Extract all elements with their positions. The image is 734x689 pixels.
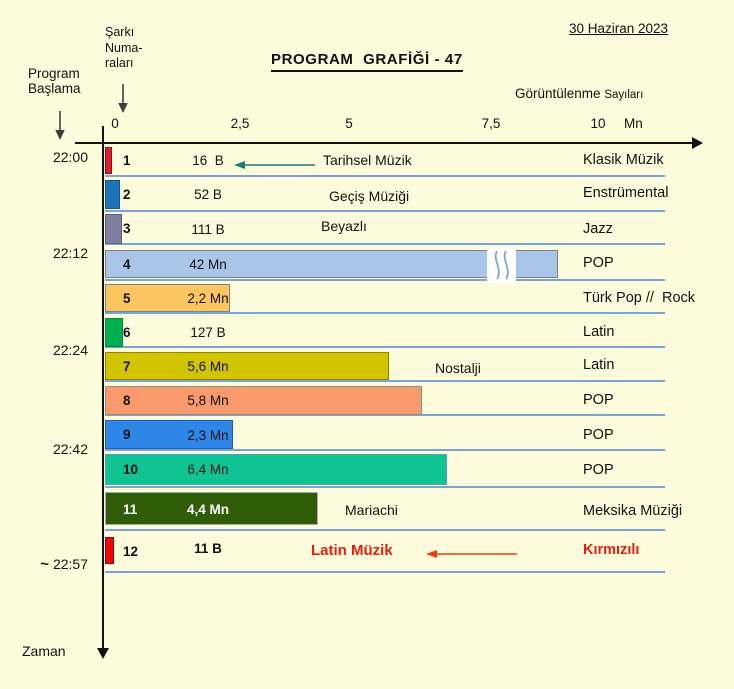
bar-12 [105,537,114,564]
chart-row-7: 7 5,6 Mn Nostalji Latin [105,351,665,382]
program-start-label: Program Başlama [28,66,81,96]
time-tick: 22:12 [52,245,88,261]
plot-area: 1 16 B Tarihsel Müzik Klasik Müzik 2 52 … [105,0,695,689]
song-number: 9 [123,427,131,442]
bar-4 [105,247,558,283]
axis-break [487,247,516,283]
chart-date: 30 Haziran 2023 [569,21,669,36]
genre-label: Enstrümental [583,185,669,201]
genre-label: Latin [583,357,615,373]
y-axis-line [102,126,104,648]
song-number: 6 [123,325,131,340]
bar-7 [105,352,389,380]
chart-row-12: 12 11 B Latin Müzik Kırmızılı [105,533,665,573]
song-number: 12 [123,544,139,559]
x-tick-7-5: 7,5 [481,116,501,131]
y-axis-arrow-icon [97,648,109,659]
x-axis-line [75,142,693,144]
bar-6 [105,318,123,347]
time-tick: 22:57 [52,556,88,572]
song-number: 11 [123,502,138,517]
bar-3 [105,214,122,244]
time-tick: 22:42 [52,441,88,457]
bar-11 [105,492,318,525]
genre-label: Jazz [583,221,613,237]
down-arrow-icon [118,84,128,113]
bar-1 [105,147,112,174]
view-count: 2,3 Mn [187,428,229,443]
views-word: Görüntülenme [515,86,601,101]
chart-row-6: 6 127 B Latin [105,317,665,348]
song-number: 2 [123,187,131,202]
annotation: Geçiş Müziği [329,188,410,204]
left-arrow-icon [426,550,517,558]
bar-9 [105,420,233,449]
chart-row-10: 10 6,4 Mn POP [105,453,665,488]
bar-5 [105,284,230,312]
x-tick-10: 10 [590,116,606,131]
genre-label: Türk Pop // Rock [583,290,696,306]
annotation: Latin Müzik [311,542,393,559]
view-count: 5,8 Mn [187,393,229,408]
approx-tilde: ~ [40,556,50,573]
genre-label: POP [583,392,614,408]
view-count: 111 B [191,222,225,237]
genre-label: POP [583,462,614,478]
time-axis-label: Zaman [22,643,66,659]
x-tick-2-5: 2,5 [230,116,250,131]
annotation: Tarihsel Müzik [323,152,412,168]
annotation: Nostalji [435,360,481,376]
annotation: Beyazlı [321,218,367,234]
view-count: 2,2 Mn [187,291,229,306]
down-arrow-icon [55,111,65,140]
chart-row-11: 11 4,4 Mn Mariachi Meksika Müziği [105,490,682,531]
song-number: 1 [123,153,131,168]
chart-title: PROGRAM GRAFİĞİ - 47 [271,51,463,72]
chart-row-5: 5 2,2 Mn Türk Pop // Rock [105,283,695,314]
view-count: 5,6 Mn [187,359,229,374]
song-number: 7 [123,359,131,374]
views-count-label: Görüntülenme Sayıları [515,86,643,101]
time-tick: 22:24 [52,342,88,358]
chart-row-4: 4 42 Mn POP [105,247,665,283]
bar-8 [105,386,422,415]
view-count: 127 B [190,325,226,340]
x-axis-unit: Mn [624,116,643,131]
genre-label: Latin [583,324,615,340]
x-tick-5: 5 [345,116,353,131]
view-count: 11 B [194,541,222,556]
annotation: Mariachi [345,502,398,518]
view-count: 4,4 Mn [186,502,229,517]
time-tick: 22:00 [52,149,88,165]
chart-row-9: 9 2,3 Mn POP [105,419,665,451]
views-word-2: Sayıları [604,89,644,101]
view-count: 52 B [194,187,222,202]
song-number: 3 [123,221,131,236]
genre-label: Meksika Müziği [583,503,683,519]
view-count: 6,4 Mn [187,462,229,477]
view-count: 16 B [192,153,224,168]
genre-label: POP [583,427,614,443]
view-count: 42 Mn [189,257,227,272]
song-number: 4 [123,257,131,272]
chart-row-8: 8 5,8 Mn POP [105,385,665,416]
x-tick-0: 0 [111,116,119,131]
chart-row-2: 2 52 B Geçiş Müziği Enstrümental [105,179,669,212]
bar-2 [105,180,120,209]
time-tick-approx: ~ 22:57 [8,556,88,573]
chart-row-3: 3 111 B Beyazlı Jazz [105,213,665,245]
bar-10 [105,454,447,485]
genre-label: Klasik Müzik [583,152,664,168]
song-number: 5 [123,291,131,306]
genre-label: Kırmızılı [583,542,640,558]
break-wave-icon [494,250,509,280]
song-numbers-label: Şarkı Numa- raları [105,25,143,71]
song-number: 8 [123,393,131,408]
chart-row-1: 1 16 B Tarihsel Müzik Klasik Müzik [105,146,665,177]
genre-label: POP [583,255,614,271]
x-axis-arrow-icon [692,137,703,149]
song-number: 10 [123,462,139,477]
left-arrow-icon [234,161,315,169]
